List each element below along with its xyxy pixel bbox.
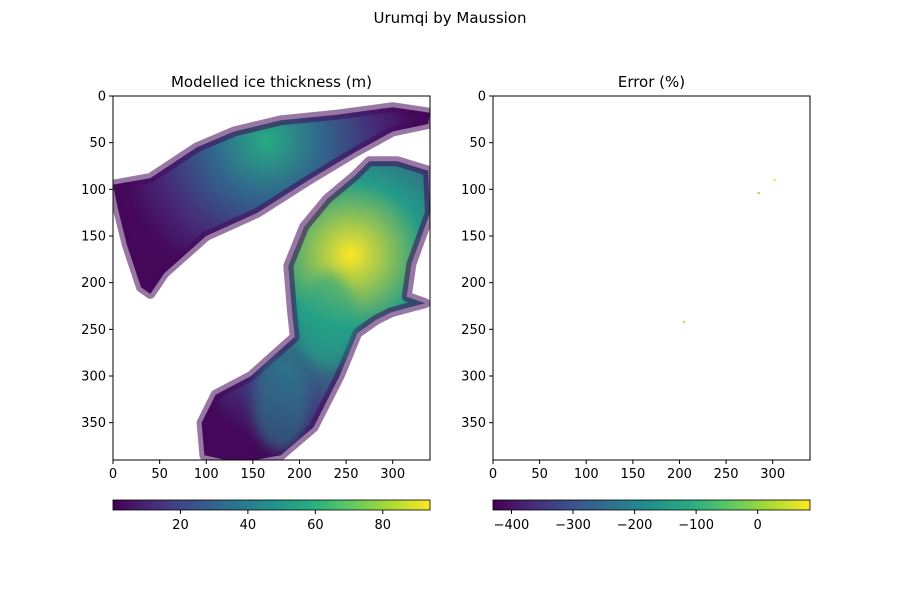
x-tick-label: 0 <box>489 467 497 482</box>
colorbar-tick-label: 40 <box>240 518 257 533</box>
colorbar-tick-label: −100 <box>678 518 714 533</box>
y-tick-label: 300 <box>81 370 106 385</box>
x-tick-label: 100 <box>194 467 219 482</box>
glacier-edge <box>113 102 430 299</box>
x-tick-label: 150 <box>240 467 265 482</box>
x-tick-label: 200 <box>287 467 312 482</box>
x-tick-label: 300 <box>380 467 405 482</box>
thickness-blob <box>299 272 356 368</box>
x-tick-label: 50 <box>151 467 168 482</box>
y-tick-label: 50 <box>89 136 106 151</box>
y-tick-label: 0 <box>478 90 486 105</box>
colorbar-tick-label: −200 <box>617 518 653 533</box>
axes-frame <box>112 95 431 461</box>
x-tick-label: 150 <box>620 467 645 482</box>
x-tick-label: 100 <box>574 467 599 482</box>
panel-title: Error (%) <box>618 73 685 91</box>
colorbar-tick-label: −300 <box>555 518 591 533</box>
colorbar <box>112 499 431 511</box>
y-tick-label: 150 <box>81 230 106 245</box>
y-tick-label: 100 <box>461 183 486 198</box>
heatmap-image <box>683 179 776 323</box>
y-tick-label: 200 <box>81 276 106 291</box>
colorbar <box>492 499 811 511</box>
y-tick-label: 0 <box>98 90 106 105</box>
colorbar-tick-label: 60 <box>307 518 324 533</box>
figure-suptitle: Urumqi by Maussion <box>373 9 526 27</box>
y-tick-label: 300 <box>461 370 486 385</box>
heatmap-image <box>113 102 430 460</box>
x-tick-label: 300 <box>760 467 785 482</box>
y-tick-label: 350 <box>81 416 106 431</box>
colorbar-tick-label: 0 <box>754 518 762 533</box>
x-tick-label: 0 <box>109 467 117 482</box>
x-tick-label: 200 <box>667 467 692 482</box>
colorbar-tick-label: 20 <box>172 518 189 533</box>
y-tick-label: 200 <box>461 276 486 291</box>
y-tick-label: 250 <box>81 323 106 338</box>
panel-title: Modelled ice thickness (m) <box>171 73 372 91</box>
panel-ice-thickness: Modelled ice thickness (m)0 50 100 150 200 25… <box>81 73 431 533</box>
thickness-blob <box>252 356 309 452</box>
y-tick-label: 100 <box>81 183 106 198</box>
y-tick-label: 250 <box>461 323 486 338</box>
error-point <box>773 179 776 181</box>
panel-error: Error (%) 0 50 100 150 200 250 300 0 50 100 150 200 2… <box>461 73 811 533</box>
colorbar-tick-label: 80 <box>375 518 392 533</box>
y-tick-label: 50 <box>469 136 486 151</box>
y-tick-label: 350 <box>461 416 486 431</box>
axes-frame <box>492 95 811 461</box>
x-tick-label: 250 <box>334 467 359 482</box>
x-tick-label: 50 <box>531 467 548 482</box>
x-tick-label: 250 <box>714 467 739 482</box>
error-point <box>757 192 760 195</box>
colorbar-tick-label: −400 <box>494 518 530 533</box>
error-point <box>683 320 686 323</box>
y-tick-label: 150 <box>461 230 486 245</box>
